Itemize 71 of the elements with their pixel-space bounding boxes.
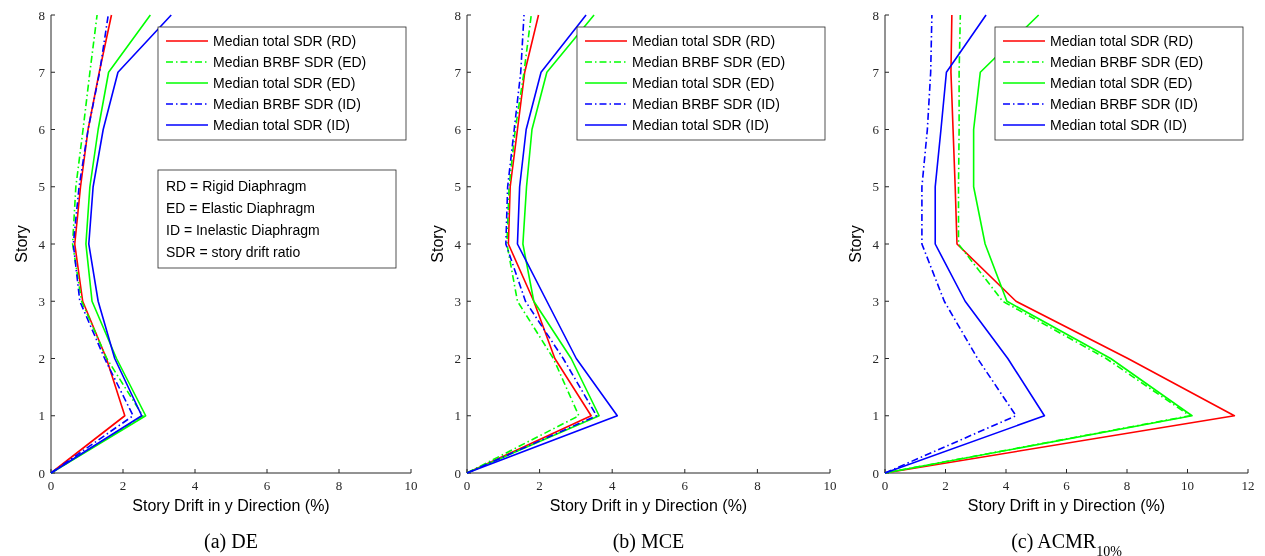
y-tick-label: 1 (454, 408, 461, 424)
x-tick-label: 2 (942, 478, 949, 493)
y-tick-label: 7 (38, 64, 46, 80)
x-tick-label: 6 (263, 478, 271, 493)
legend-label: Median BRBF SDR (ED) (632, 54, 786, 70)
y-tick-label: 3 (454, 293, 461, 309)
x-axis-title: Story Drift in y Direction (%) (967, 497, 1166, 514)
legend-label: Median BRBF SDR (ID) (1050, 96, 1198, 112)
y-axis-title: Story (847, 225, 864, 263)
x-tick-label: 10 (404, 478, 418, 493)
legend-label: Median BRBF SDR (ED) (1050, 54, 1204, 70)
x-tick-label: 10 (823, 478, 837, 493)
y-tick-label: 4 (454, 236, 462, 252)
y-tick-label: 5 (454, 179, 461, 195)
y-tick-label: 1 (872, 408, 879, 424)
legend-label: Median total SDR (RD) (213, 33, 357, 49)
y-tick-label: 3 (38, 293, 45, 309)
y-tick-label: 1 (38, 408, 45, 424)
y-tick-label: 2 (872, 351, 879, 366)
legend-label: Median BRBF SDR (ID) (213, 96, 361, 112)
y-tick-label: 3 (872, 293, 879, 309)
text: (c) ACMR$_{10%}$ (1011, 530, 1123, 556)
y-tick-label: 5 (872, 179, 879, 195)
annotation: ED = Elastic Diaphragm (166, 200, 316, 216)
legend-label: Median total SDR (ID) (213, 117, 350, 133)
legend-label: Median BRBF SDR (ID) (632, 96, 780, 112)
legend-label: Median total SDR (ED) (632, 75, 775, 91)
y-tick-label: 8 (454, 7, 461, 23)
text: (a) DE (204, 530, 258, 553)
y-tick-label: 4 (872, 236, 880, 252)
y-axis-title: Story (429, 225, 446, 263)
legend-label: Median total SDR (RD) (632, 33, 776, 49)
legend-label: Median BRBF SDR (ED) (213, 54, 367, 70)
y-tick-label: 5 (38, 179, 45, 195)
x-tick-label: 8 (754, 478, 761, 493)
annotation: RD = Rigid Diaphragm (166, 178, 307, 194)
legend-label: Median total SDR (RD) (1050, 33, 1194, 49)
x-tick-label: 12 (1241, 478, 1255, 493)
x-tick-label: 10 (1181, 478, 1194, 493)
annotation: SDR = story drift ratio (166, 244, 301, 260)
x-tick-label: 6 (1063, 478, 1071, 493)
y-tick-label: 6 (454, 122, 462, 137)
y-tick-label: 8 (38, 7, 45, 23)
x-tick-label: 4 (1002, 478, 1010, 493)
y-tick-label: 7 (454, 64, 462, 80)
x-axis-title: Story Drift in y Direction (%) (132, 497, 330, 514)
y-tick-label: 0 (454, 465, 461, 481)
y-tick-label: 6 (872, 122, 880, 137)
y-tick-label: 8 (872, 7, 879, 23)
x-tick-label: 2 (536, 478, 543, 493)
legend-label: Median total SDR (ED) (1050, 75, 1193, 91)
text: (b) MCE (612, 530, 685, 553)
x-axis-title: Story Drift in y Direction (%) (549, 497, 748, 514)
y-tick-label: 7 (872, 64, 880, 80)
y-tick-label: 0 (872, 465, 879, 481)
x-tick-label: 6 (681, 478, 689, 493)
legend-label: Median total SDR (ID) (632, 117, 769, 133)
annotation: ID = Inelastic Diaphragm (166, 222, 320, 238)
x-tick-label: 4 (191, 478, 199, 493)
legend-label: Median total SDR (ID) (1050, 117, 1187, 133)
x-tick-label: 8 (335, 478, 343, 493)
x-tick-label: 4 (608, 478, 616, 493)
y-axis-title: Story (13, 225, 30, 263)
x-tick-label: 8 (1123, 478, 1131, 493)
legend-label: Median total SDR (ED) (213, 75, 356, 91)
y-tick-label: 2 (38, 351, 45, 366)
y-tick-label: 6 (38, 122, 46, 137)
y-tick-label: 4 (38, 236, 46, 252)
y-tick-label: 2 (454, 351, 461, 366)
x-tick-label: 2 (119, 478, 127, 493)
y-tick-label: 0 (38, 465, 45, 481)
